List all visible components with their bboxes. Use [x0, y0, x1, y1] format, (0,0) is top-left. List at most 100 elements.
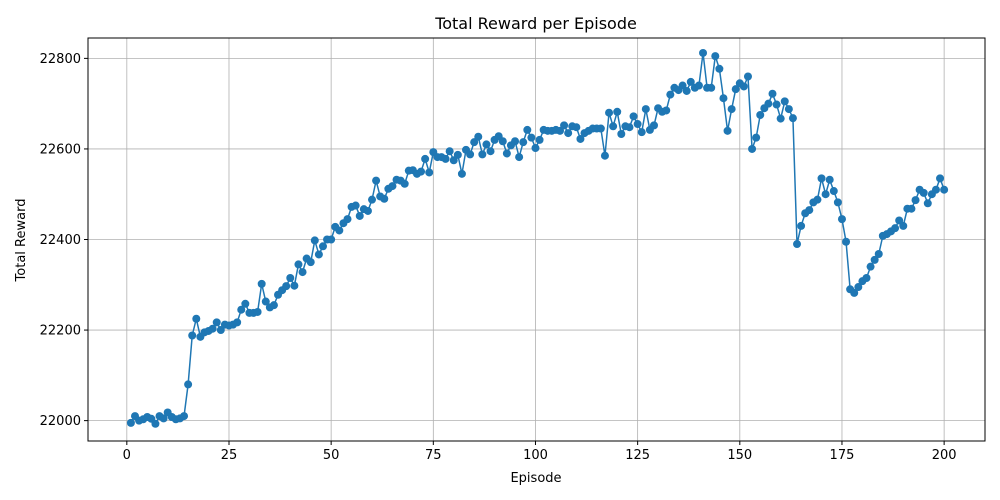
data-point: [417, 167, 426, 176]
data-point: [678, 81, 687, 90]
data-point: [891, 224, 900, 233]
data-point: [694, 81, 703, 90]
data-point: [192, 314, 201, 323]
data-point: [797, 221, 806, 230]
data-point: [261, 297, 270, 306]
data-point: [159, 414, 168, 423]
data-point: [613, 107, 622, 116]
data-point: [772, 100, 781, 109]
data-point: [833, 198, 842, 207]
data-point: [617, 130, 626, 138]
axis-ticks: 0 25 50 75 100 125 150 175 200 22000 22200 22400 226…: [40, 52, 957, 463]
data-point: [923, 199, 932, 208]
data-point: [686, 77, 695, 86]
data-point: [936, 174, 945, 183]
x-tick-label: 25: [221, 448, 238, 463]
chart-title: Total Reward per Episode: [434, 14, 637, 33]
data-point: [310, 236, 319, 245]
data-point: [662, 106, 671, 115]
data-point: [380, 194, 389, 203]
data-point: [707, 83, 716, 92]
data-point: [715, 64, 724, 73]
data-point: [482, 140, 491, 149]
y-tick-label: 22800: [40, 52, 81, 67]
x-tick-label: 50: [323, 448, 340, 463]
data-point: [306, 258, 315, 267]
data-point: [421, 154, 430, 163]
x-tick-label: 200: [932, 448, 957, 463]
data-point: [641, 105, 650, 114]
data-point: [400, 179, 409, 188]
data-point: [842, 237, 851, 246]
data-point: [466, 150, 475, 159]
series: [126, 48, 949, 428]
data-point: [699, 48, 708, 57]
data-point: [556, 126, 564, 135]
data-point: [919, 188, 928, 197]
data-point: [486, 147, 495, 156]
data-point: [874, 249, 883, 258]
data-point: [629, 112, 638, 121]
x-tick-label: 125: [625, 448, 650, 463]
data-point: [743, 72, 752, 81]
data-point: [457, 169, 466, 178]
data-point: [752, 133, 761, 142]
x-tick-label: 75: [425, 448, 442, 463]
data-point: [866, 262, 875, 271]
data-point: [813, 195, 822, 204]
data-point: [188, 331, 197, 340]
x-tick-label: 100: [523, 448, 548, 463]
data-point: [780, 97, 789, 106]
data-point: [829, 187, 838, 196]
data-point: [126, 418, 135, 427]
data-point: [294, 260, 303, 269]
data-point: [470, 138, 479, 147]
data-point: [560, 121, 569, 130]
x-tick-label: 150: [727, 448, 752, 463]
data-point: [576, 134, 585, 143]
data-point: [241, 299, 250, 308]
series-line: [130, 52, 945, 425]
data-point: [805, 206, 814, 215]
data-point: [768, 89, 777, 98]
data-point: [793, 240, 802, 249]
data-point: [216, 326, 225, 335]
data-point: [282, 282, 291, 291]
data-point: [862, 273, 871, 282]
x-axis-label: Episode: [510, 471, 561, 486]
data-point: [666, 90, 675, 99]
data-point: [727, 105, 736, 114]
data-point: [314, 250, 323, 259]
data-point: [788, 114, 797, 123]
data-point: [368, 195, 377, 204]
data-point: [253, 307, 262, 316]
data-point: [502, 149, 511, 158]
data-point: [355, 211, 364, 220]
data-point: [498, 137, 507, 146]
data-point: [739, 82, 748, 91]
data-point: [625, 123, 634, 132]
data-point: [531, 144, 540, 153]
data-point: [572, 123, 581, 132]
data-point: [764, 99, 773, 108]
data-point: [596, 124, 605, 133]
data-point: [837, 215, 846, 224]
data-point: [535, 135, 544, 144]
data-point: [237, 305, 246, 314]
data-point: [519, 138, 528, 147]
data-point: [907, 204, 916, 213]
data-point: [870, 255, 879, 264]
data-point: [372, 176, 381, 185]
data-point: [511, 137, 520, 146]
data-point: [817, 174, 826, 183]
data-point: [363, 206, 372, 215]
data-point: [723, 126, 732, 135]
data-point: [931, 185, 940, 194]
data-point: [208, 324, 217, 333]
data-point: [854, 283, 863, 292]
data-point: [478, 150, 487, 159]
data-point: [449, 156, 458, 165]
data-point: [605, 108, 614, 117]
data-point: [257, 279, 266, 288]
data-point: [474, 132, 483, 141]
